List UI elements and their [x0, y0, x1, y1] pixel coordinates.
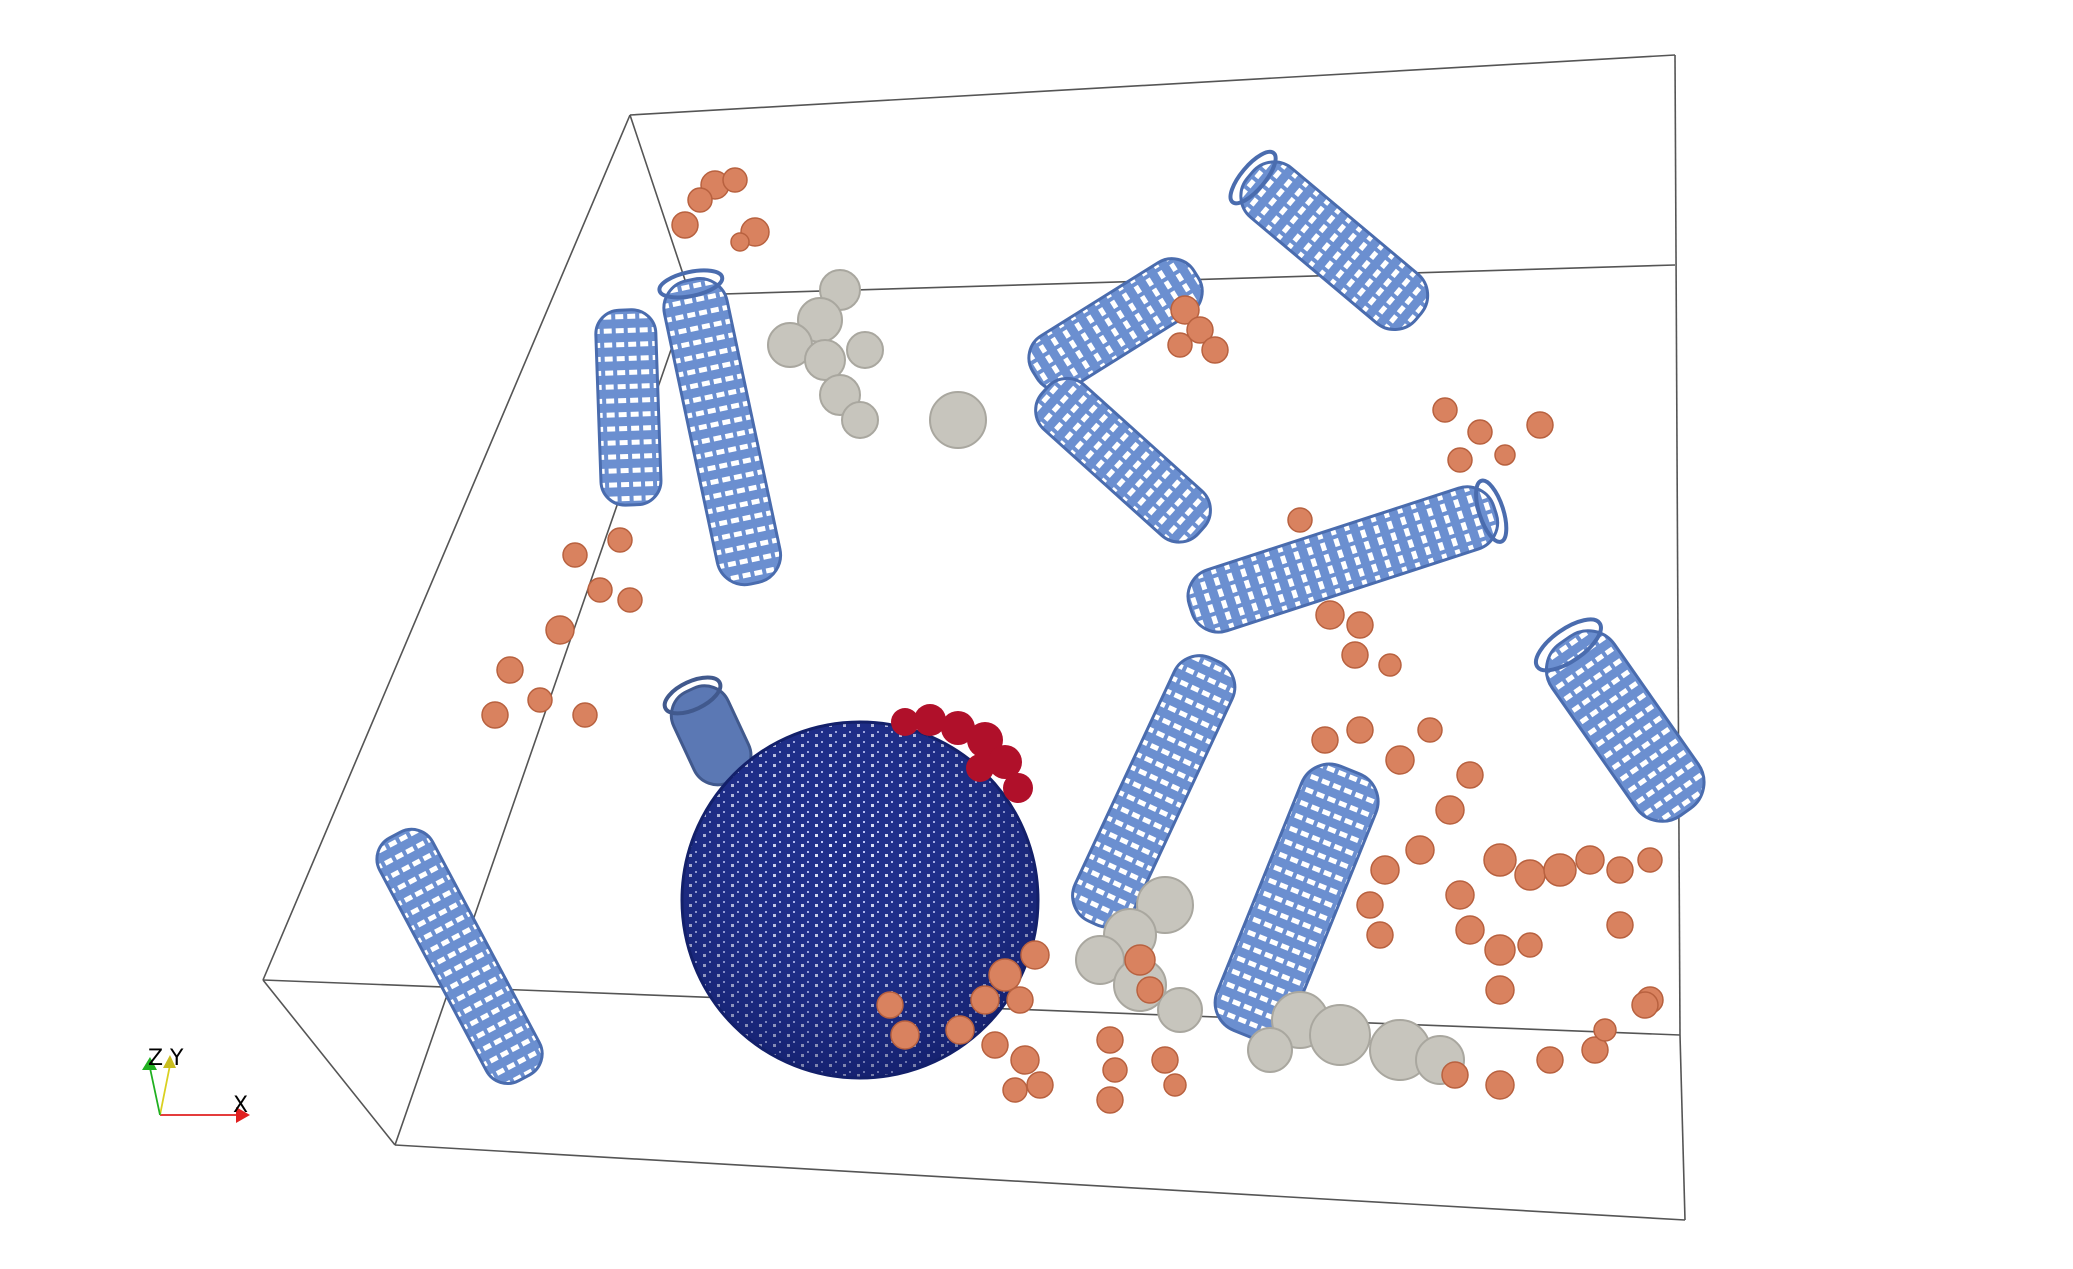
microtubule[interactable] [1181, 477, 1513, 639]
microtubule[interactable] [1019, 249, 1212, 401]
ribosome-cluster[interactable] [891, 704, 1033, 803]
protein-complex-orange[interactable] [1441, 991, 1659, 1100]
y-axis-line [159, 1064, 171, 1116]
z-axis-line [149, 1067, 161, 1116]
microtubule[interactable] [594, 308, 663, 507]
axis-label-y: Y [169, 1046, 184, 1071]
z-axis-arrow-icon [142, 1057, 157, 1070]
axis-label-x: X [233, 1093, 248, 1118]
microtubule[interactable] [369, 821, 551, 1092]
protein-complex-orange[interactable] [1432, 397, 1554, 473]
microtubule[interactable] [1223, 145, 1439, 341]
protein-complex-orange[interactable] [876, 940, 1187, 1114]
microtubule-group [369, 145, 1716, 1092]
microtubule[interactable] [1025, 368, 1221, 553]
protein-complex-gray[interactable] [767, 269, 884, 439]
x-axis-arrow-icon [236, 1107, 250, 1123]
protein-complex-orange[interactable] [1455, 911, 1664, 1014]
vesicle-sphere[interactable] [680, 720, 1040, 1080]
axis-label-z: Z [148, 1046, 163, 1071]
protein-complex-orange[interactable] [671, 167, 748, 239]
protein-complex-orange[interactable] [1287, 507, 1402, 677]
microtubule[interactable] [657, 266, 786, 590]
protein-complex-orange[interactable] [730, 217, 770, 252]
protein-complex-orange[interactable] [1167, 295, 1229, 364]
protein-complex-orange[interactable] [481, 527, 643, 729]
microtubule[interactable] [1206, 755, 1387, 1049]
orientation-axes-widget: Z Y X [142, 1046, 250, 1123]
protein-complex-gray[interactable] [1247, 991, 1465, 1085]
protein-complex-orange[interactable] [1356, 843, 1663, 949]
y-axis-arrow-icon [163, 1055, 176, 1068]
microtubule[interactable] [1528, 610, 1716, 834]
protein-complex-orange[interactable] [1311, 716, 1484, 865]
protein-complex-gray[interactable] [929, 391, 987, 449]
microtubule[interactable] [1063, 646, 1244, 936]
orange-protein-group [481, 167, 1664, 1114]
